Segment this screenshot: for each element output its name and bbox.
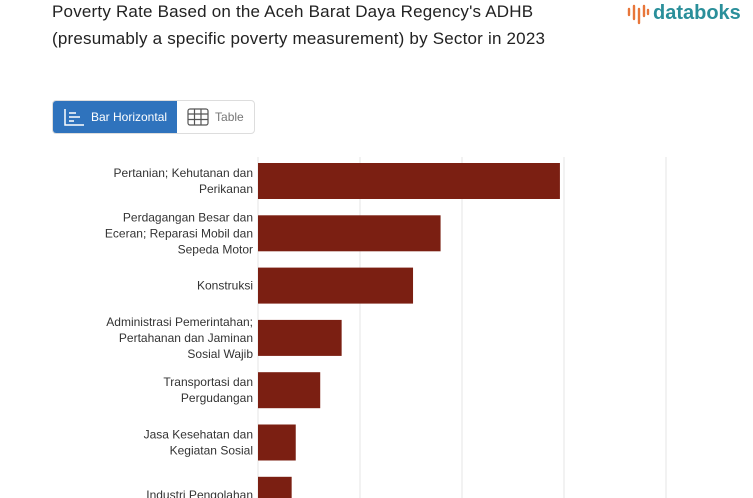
bar xyxy=(258,372,321,409)
tab-label: Bar Horizontal xyxy=(91,110,168,124)
bar xyxy=(258,163,560,199)
label-line: Jasa Kesehatan dan xyxy=(144,428,253,442)
label-line: Pertahanan dan Jaminan xyxy=(119,331,253,345)
label-line: Eceran; Reparasi Mobil dan xyxy=(105,226,253,240)
chart-title: Poverty Rate Based on the Aceh Barat Day… xyxy=(52,2,546,48)
bar xyxy=(258,319,342,356)
label-line: Sosial Wajib xyxy=(187,347,253,361)
bar xyxy=(258,215,441,252)
brand-icon xyxy=(627,4,650,24)
y-tick-label: Pertanian; Kehutanan dan Perikanan xyxy=(114,166,253,196)
brand-name: databoks xyxy=(653,2,741,24)
y-tick-label: Transportasi dan Pergudangan xyxy=(163,375,253,405)
label-line: Industri Pengolahan xyxy=(146,488,253,498)
bar xyxy=(258,424,296,461)
label-line: Konstruksi xyxy=(197,279,253,293)
tab-label: Table xyxy=(215,110,244,124)
table-icon xyxy=(187,108,209,126)
label-line: Perikanan xyxy=(199,182,253,196)
label-line: Transportasi dan xyxy=(163,375,253,389)
y-tick-label: Konstruksi xyxy=(197,279,253,293)
label-line: Administrasi Pemerintahan; xyxy=(106,315,253,329)
label-line: Kegiatan Sosial xyxy=(170,444,253,458)
y-tick-label: Perdagangan Besar dan Eceran; Reparasi Mo… xyxy=(105,210,253,256)
label-line: Perdagangan Besar dan xyxy=(123,210,253,224)
view-tabs: Bar Horizontal Table xyxy=(52,100,255,134)
y-tick-label: Administrasi Pemerintahan; Pertahanan dan… xyxy=(106,315,253,361)
brand-logo[interactable]: databoks xyxy=(626,2,741,25)
tab-table[interactable]: Table xyxy=(177,101,254,133)
label-line: Pertanian; Kehutanan dan xyxy=(114,166,253,180)
tab-bar[interactable]: Bar Horizontal xyxy=(53,101,178,133)
label-line: Sepeda Motor xyxy=(178,242,253,256)
bar xyxy=(258,267,414,304)
bar-icon xyxy=(64,109,84,126)
y-tick-label: Jasa Kesehatan dan Kegiatan Sosial xyxy=(144,428,253,458)
label-line: Pergudangan xyxy=(181,391,253,405)
y-tick-label: Industri Pengolahan xyxy=(146,488,253,498)
bar xyxy=(258,476,292,498)
